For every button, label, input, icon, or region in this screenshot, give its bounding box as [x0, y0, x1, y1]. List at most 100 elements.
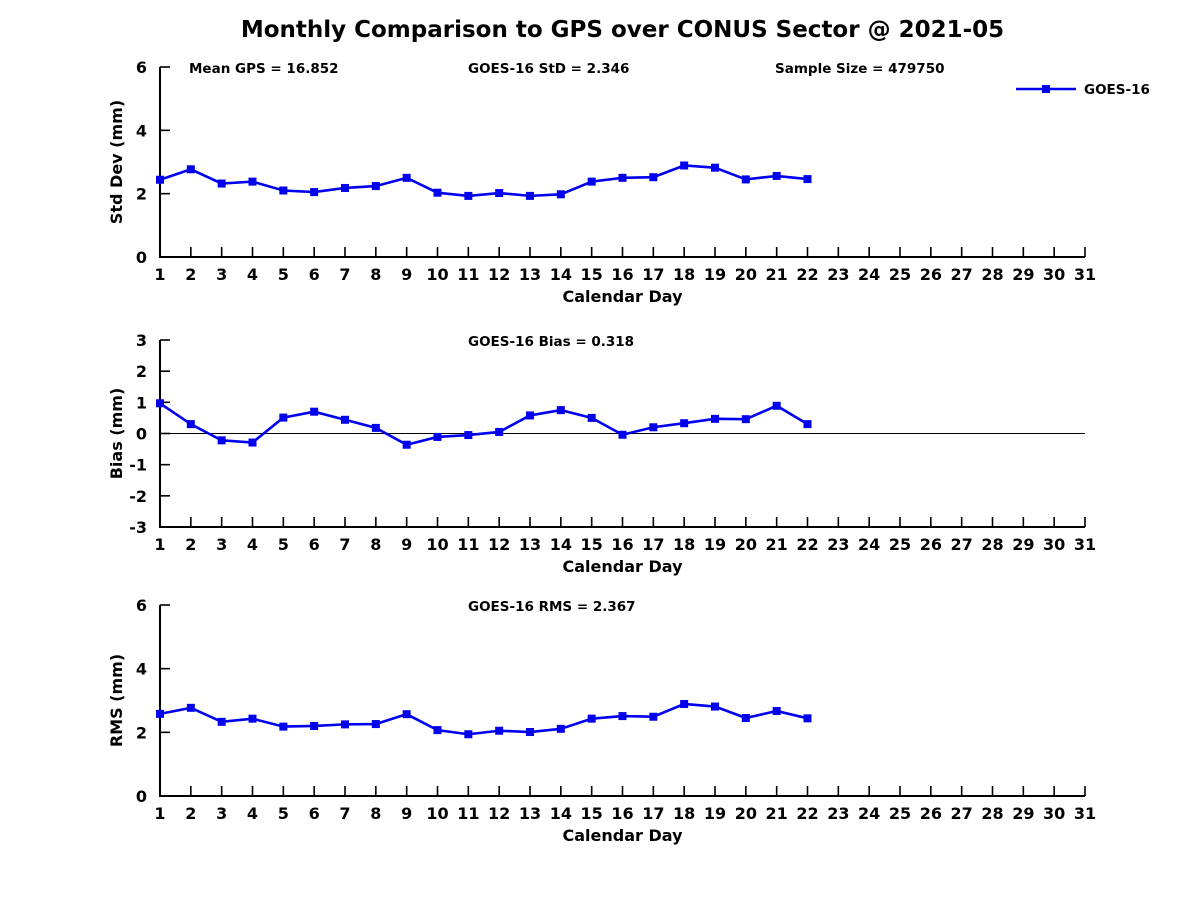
x-tick-label: 21 — [766, 265, 788, 284]
data-point-marker — [526, 191, 534, 200]
x-tick-label: 25 — [889, 265, 911, 284]
x-tick-label: 21 — [766, 535, 788, 554]
y-axis-title: Bias (mm) — [107, 388, 126, 480]
x-tick-label: 14 — [550, 804, 572, 823]
x-tick-label: 1 — [154, 535, 165, 554]
data-point-marker — [433, 432, 442, 441]
y-tick-label: 0 — [136, 787, 147, 806]
data-point-marker — [156, 709, 164, 718]
data-point-marker — [495, 427, 504, 436]
data-line — [159, 164, 808, 198]
x-axis-title: Calendar Day — [563, 557, 684, 576]
x-tick-label: 19 — [704, 535, 726, 554]
x-tick-label: 27 — [951, 535, 973, 554]
data-point-marker — [310, 407, 319, 416]
x-tick-label: 25 — [889, 535, 911, 554]
y-axis-title: RMS (mm) — [107, 654, 126, 747]
x-tick-label: 30 — [1043, 265, 1065, 284]
data-point-marker — [495, 189, 504, 198]
x-tick-label: 3 — [216, 265, 227, 284]
data-point-marker — [371, 182, 380, 191]
x-tick-label: 5 — [278, 535, 289, 554]
x-tick-label: 22 — [796, 535, 818, 554]
x-tick-label: 22 — [796, 804, 818, 823]
x-tick-label: 2 — [185, 535, 196, 554]
x-tick-label: 8 — [370, 265, 381, 284]
y-tick-label: 4 — [136, 121, 147, 140]
x-tick-label: 27 — [951, 265, 973, 284]
data-point-marker — [556, 724, 565, 733]
data-point-marker — [803, 420, 812, 429]
data-point-marker — [402, 173, 411, 182]
x-tick-label: 29 — [1012, 804, 1034, 823]
x-tick-label: 6 — [309, 804, 320, 823]
data-point-marker — [587, 413, 596, 422]
x-tick-label: 14 — [550, 535, 572, 554]
legend-label: GOES-16 — [1084, 82, 1150, 98]
panel-annotation: GOES-16 Bias = 0.318 — [468, 334, 634, 350]
x-tick-label: 10 — [426, 535, 448, 554]
data-point-marker — [371, 720, 380, 729]
x-tick-label: 1 — [154, 265, 165, 284]
x-tick-label: 9 — [401, 535, 412, 554]
x-tick-label: 28 — [981, 265, 1003, 284]
data-point-marker — [587, 177, 596, 186]
x-tick-label: 14 — [550, 265, 572, 284]
data-line — [159, 702, 808, 736]
y-tick-label: 2 — [136, 362, 147, 381]
data-point-marker — [217, 179, 226, 188]
data-point-marker — [711, 702, 719, 711]
data-point-marker — [587, 714, 596, 723]
data-point-marker — [433, 726, 442, 735]
x-tick-label: 6 — [309, 265, 320, 284]
y-tick-label: 1 — [136, 393, 147, 412]
x-tick-label: 6 — [309, 535, 320, 554]
y-axis-title: Std Dev (mm) — [107, 100, 126, 224]
x-tick-label: 12 — [488, 535, 510, 554]
y-tick-label: 2 — [136, 723, 147, 742]
data-point-marker — [495, 726, 504, 735]
x-tick-label: 20 — [735, 265, 757, 284]
x-tick-label: 19 — [704, 804, 726, 823]
data-point-marker — [341, 720, 349, 729]
data-point-marker — [371, 423, 380, 432]
x-tick-label: 26 — [920, 535, 942, 554]
data-point-marker — [433, 188, 442, 197]
y-tick-label: 2 — [136, 185, 147, 204]
x-tick-label: 20 — [735, 535, 757, 554]
y-tick-label: -2 — [129, 487, 147, 506]
data-line — [159, 402, 809, 447]
data-point-marker — [772, 707, 781, 716]
panel-annotation: GOES-16 RMS = 2.367 — [468, 599, 636, 615]
x-tick-label: 7 — [339, 535, 350, 554]
x-tick-label: 29 — [1012, 265, 1034, 284]
data-point-marker — [186, 420, 195, 429]
panel-annotation: Sample Size = 479750 — [775, 61, 944, 77]
data-point-marker — [649, 173, 658, 182]
legend-marker — [1042, 85, 1050, 93]
y-tick-label: 4 — [136, 660, 147, 679]
data-point-marker — [556, 406, 565, 415]
data-point-marker — [803, 175, 812, 184]
data-point-marker — [341, 183, 349, 192]
data-point-marker — [649, 712, 658, 721]
x-tick-label: 18 — [673, 535, 695, 554]
data-point-marker — [279, 413, 288, 422]
x-tick-label: 15 — [581, 804, 603, 823]
data-point-marker — [680, 700, 689, 709]
data-point-marker — [464, 431, 473, 440]
data-point-marker — [526, 728, 534, 737]
x-tick-label: 17 — [642, 265, 664, 284]
x-axis-title: Calendar Day — [563, 826, 684, 845]
panel-annotation: Mean GPS = 16.852 — [189, 61, 339, 77]
data-point-marker — [310, 721, 319, 730]
data-point-marker — [402, 440, 411, 449]
data-point-marker — [248, 177, 257, 186]
data-point-marker — [556, 190, 565, 199]
data-point-marker — [741, 714, 750, 723]
x-tick-label: 23 — [827, 804, 849, 823]
x-tick-label: 19 — [704, 265, 726, 284]
x-tick-label: 25 — [889, 804, 911, 823]
x-tick-label: 4 — [247, 265, 258, 284]
data-point-marker — [803, 714, 812, 723]
